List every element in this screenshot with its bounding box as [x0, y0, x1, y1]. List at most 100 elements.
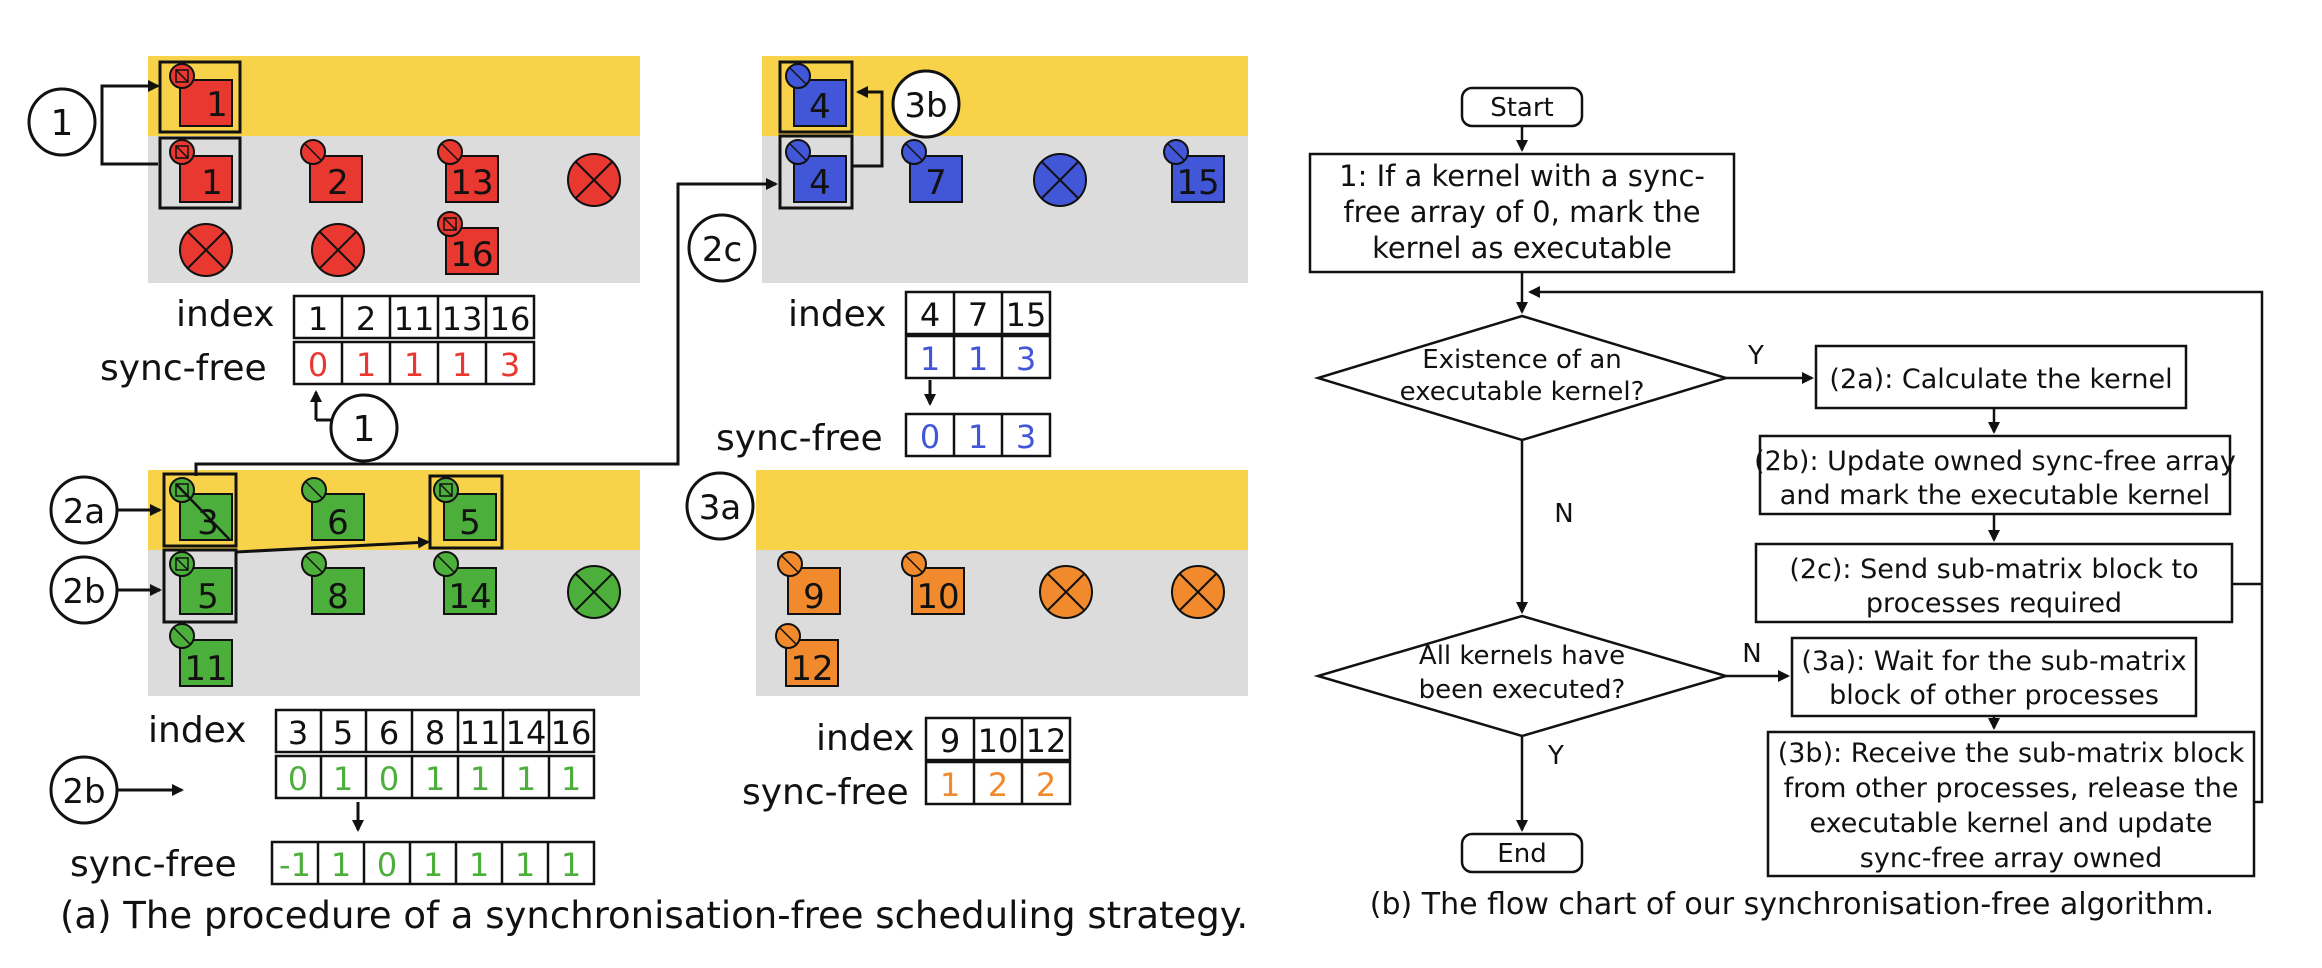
red-kernel-1-executing: 1: [158, 60, 242, 134]
decision1-line: executable kernel?: [1400, 377, 1645, 407]
red-index-cell: 13: [442, 300, 483, 338]
step2b-line: and mark the executable kernel: [1780, 480, 2210, 511]
blue-sync-after-cell: 0: [920, 418, 940, 456]
orange-kernel-9: 9: [777, 551, 841, 617]
red-kernel-13: 13: [437, 139, 499, 203]
orange-sync-values: 1 2 2: [940, 766, 1056, 804]
green-kernel-14: 14: [433, 551, 497, 617]
orange-kernel-10: 10: [901, 551, 965, 617]
step-1-sync-marker-label: 1: [353, 409, 376, 450]
green-kernel-8: 8: [301, 551, 365, 617]
green-sync-after-cell: 1: [469, 846, 489, 884]
green-index-cell: 5: [333, 714, 353, 752]
green-kernel-8-label: 8: [327, 577, 349, 617]
green-sync-after-cell: 1: [515, 846, 535, 884]
red-sync-cell: 1: [356, 346, 376, 384]
end-node: [1460, 832, 1584, 874]
step-2c-marker: [687, 213, 757, 283]
step1-line: 1: If a kernel with a sync-: [1339, 159, 1705, 193]
green-sync-after-values: -1 1 0 1 1 1 1: [279, 846, 581, 884]
green-index-table: [270, 708, 596, 886]
green-kernel-11-label: 11: [184, 649, 227, 689]
green-dependency-line: [175, 483, 231, 541]
step-2b-update-marker-label: 2b: [62, 772, 105, 812]
decision2-line: All kernels have: [1419, 641, 1625, 671]
orange-kernel-10-label: 10: [916, 577, 959, 617]
panel-b-caption: (b) The flow chart of our synchronisatio…: [1370, 887, 2214, 922]
green-release-arrow: [235, 536, 430, 554]
step2a-label: (2a): Calculate the kernel: [1829, 364, 2172, 395]
step2c-node: [1754, 542, 2234, 624]
orange-index-cell: 12: [1026, 722, 1067, 760]
red-index-cell: 11: [394, 300, 435, 338]
red-empty-slot-1: [567, 153, 621, 207]
step3a-node: [1790, 636, 2198, 718]
blue-sync-before-cell: 3: [1016, 340, 1036, 378]
orange-index-cell: 9: [940, 722, 960, 760]
blue-index-cell: 4: [920, 296, 940, 334]
green-sync-after-cell: -1: [279, 846, 311, 884]
decision1-no-label: N: [1554, 499, 1573, 529]
green-index-cell: 8: [425, 714, 445, 752]
loop-back-arrow: [1530, 292, 2264, 804]
step-2a-marker-label: 2a: [63, 492, 105, 532]
red-process-panel: 1 1 2 13: [27, 56, 640, 463]
red-empty-slot-3: [311, 223, 365, 277]
orange-kernel-9-label: 9: [803, 577, 825, 617]
decision1-yes-label: Y: [1747, 341, 1764, 371]
orange-empty-slot-2: [1171, 565, 1225, 619]
step3b-line: from other processes, release the: [1784, 773, 2239, 804]
red-kernel-16: 16: [437, 211, 499, 275]
blue-sync-before-cell: 1: [968, 340, 988, 378]
step2b-line: (2b): Update owned sync-free array: [1754, 446, 2236, 477]
green-kernel-5b-label: 5: [197, 577, 219, 617]
decision2-no-label: N: [1742, 639, 1761, 669]
green-sync-before-cell: 1: [470, 760, 490, 798]
red-sync-cell: 3: [500, 346, 520, 384]
green-sync-after-cell: 1: [331, 846, 351, 884]
step-3b-marker-label: 3b: [904, 86, 947, 126]
green-index-label: index: [148, 710, 247, 751]
green-index-cell: 16: [551, 714, 592, 752]
green-sync-before-cell: 0: [379, 760, 399, 798]
step-1-bracket: [100, 80, 160, 166]
step3b-line: sync-free array owned: [1860, 843, 2162, 874]
step2c-line: (2c): Send sub-matrix block to: [1789, 554, 2198, 585]
red-index-label: index: [176, 294, 275, 335]
blue-kernel-15-label: 15: [1176, 163, 1219, 203]
step1-node: [1308, 152, 1736, 274]
green-sync-after-cell: 1: [561, 846, 581, 884]
step-3b-bracket: [852, 86, 884, 168]
blue-kernel-4b-label: 4: [809, 163, 831, 203]
blue-index-table: [904, 290, 1052, 458]
step3a-line: block of other processes: [1829, 680, 2159, 711]
blue-sync-after-values: 0 1 3: [920, 418, 1036, 456]
decision2-line: been executed?: [1419, 675, 1626, 705]
step1-line: kernel as executable: [1372, 231, 1672, 265]
red-sync-cell: 0: [308, 346, 328, 384]
green-sync-label: sync-free: [70, 844, 237, 885]
green-sync-after-cell: 0: [377, 846, 397, 884]
red-kernel-13-label: 13: [450, 163, 493, 203]
red-index-table: [292, 294, 536, 386]
step2b-node: [1758, 434, 2232, 516]
blue-kernel-7-label: 7: [925, 163, 947, 203]
red-index-values: 1 2 11 13 16: [308, 300, 531, 338]
red-kernel-16-label: 16: [450, 235, 493, 275]
orange-index-table: [924, 716, 1072, 806]
blue-index-cell: 7: [968, 296, 988, 334]
green-sync-after-cell: 1: [423, 846, 443, 884]
green-index-cell: 6: [379, 714, 399, 752]
green-empty-slot: [567, 565, 621, 619]
red-empty-slot-2: [179, 223, 233, 277]
blue-kernel-4-label: 4: [809, 87, 831, 127]
end-label: End: [1497, 839, 1546, 869]
blue-empty-slot: [1033, 153, 1087, 207]
green-sync-before-cell: 1: [516, 760, 536, 798]
green-kernel-6-label: 6: [327, 503, 349, 543]
green-kernel-5-queued: 5: [162, 548, 238, 624]
blue-process-panel: 4 4 3b 7 15 index: [716, 56, 1248, 459]
step-1-sync-marker: [329, 393, 399, 463]
red-kernel-1b-label: 1: [201, 163, 223, 203]
